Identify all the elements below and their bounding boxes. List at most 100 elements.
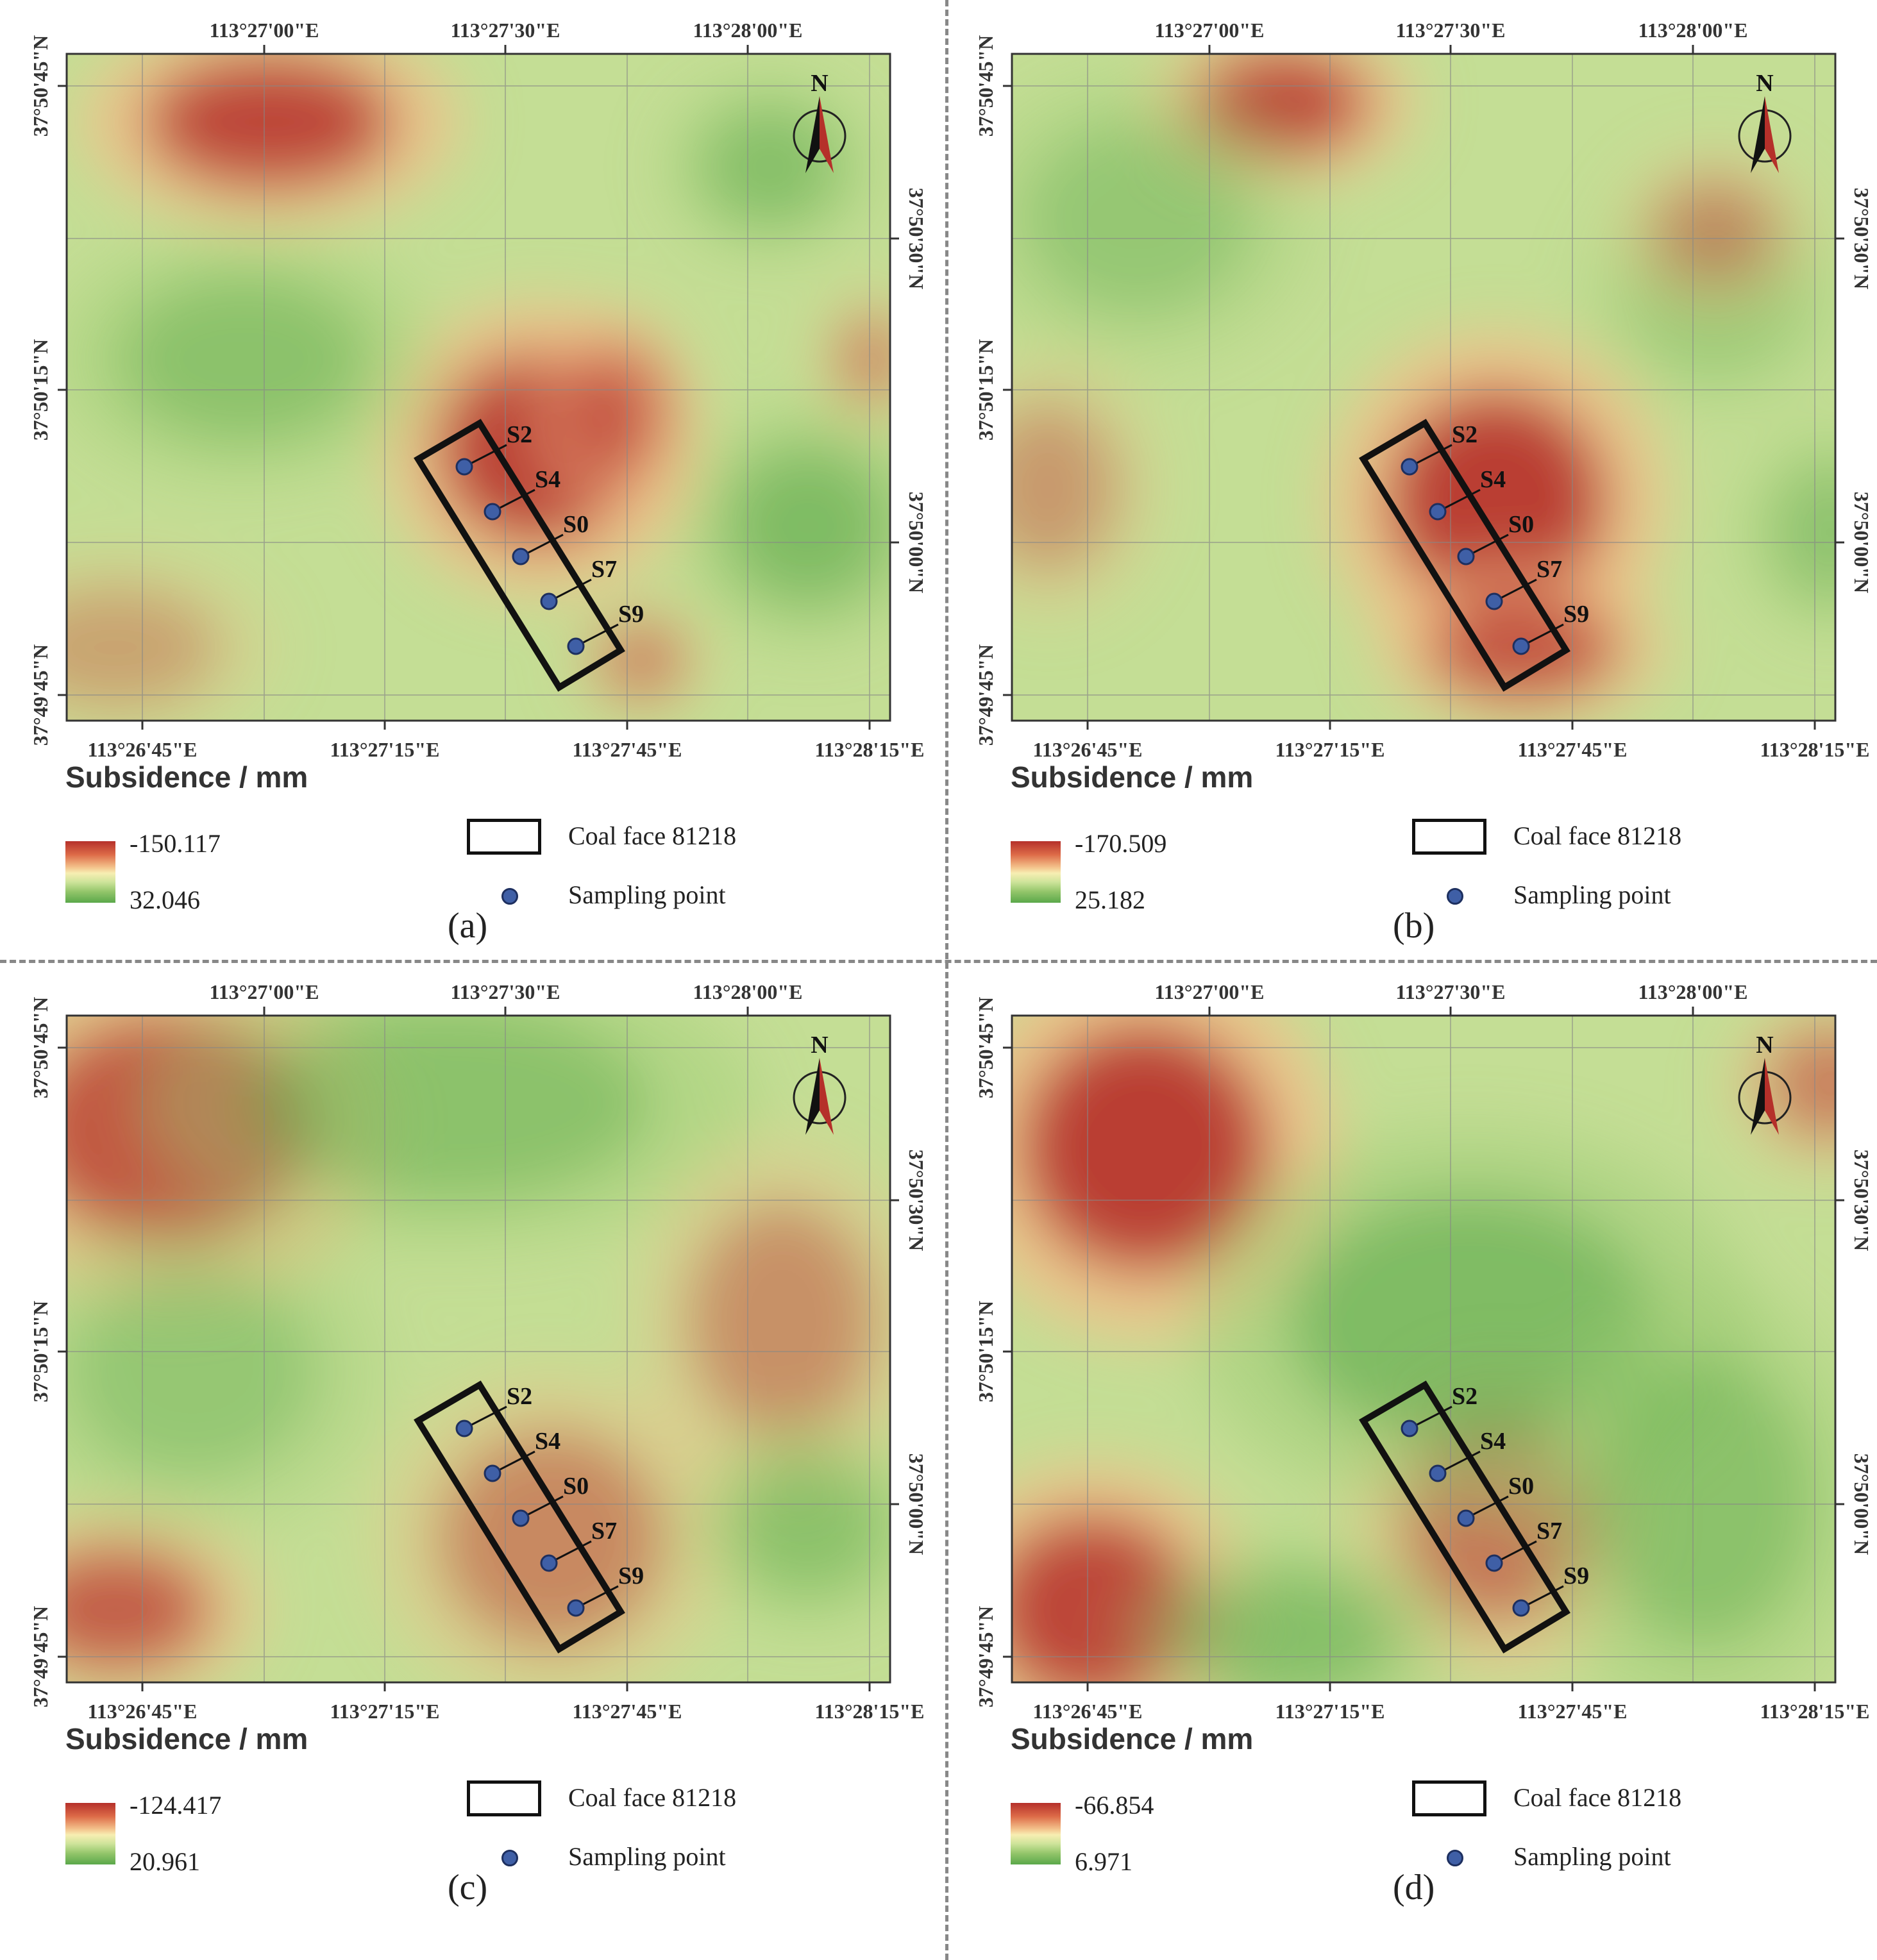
longitude-label: 113°26'45"E xyxy=(1032,1700,1142,1718)
coal-face-81218 xyxy=(414,419,625,692)
longitude-label: 113°26'45"E xyxy=(87,738,197,757)
legend-title: Subsidence / mm xyxy=(1011,760,1254,794)
sampling-point-label: S4 xyxy=(535,466,560,493)
sampling-point-label: S9 xyxy=(618,601,644,628)
coal-face-legend-symbol xyxy=(1412,819,1486,855)
raster-zone-core xyxy=(1186,1572,1397,1682)
panel-tag: (b) xyxy=(1393,906,1435,946)
sampling-point-legend-symbol xyxy=(1447,1850,1463,1866)
longitude-label: 113°28'15"E xyxy=(1760,1700,1869,1718)
sampling-point-legend-label: Sampling point xyxy=(568,880,726,909)
raster-zone-core xyxy=(562,343,669,478)
subsidence-map: 113°27'00"E 113°27'30"E 113°28'00"E 113°26'… xyxy=(974,19,1873,757)
longitude-label: 113°26'45"E xyxy=(1032,738,1142,757)
longitude-label: 113°28'00"E xyxy=(693,19,802,42)
latitude-label: 37°50'15"N xyxy=(974,1301,997,1403)
subsidence-raster xyxy=(67,54,890,721)
sampling-point-label: S4 xyxy=(535,1428,560,1455)
sampling-point-s0 xyxy=(512,548,530,565)
horizontal-separator xyxy=(0,960,1877,963)
raster-zone-core xyxy=(247,1016,651,1199)
raster-zone-core xyxy=(598,622,685,699)
latitude-label: 37°50'45"N xyxy=(29,997,52,1099)
longitude-label: 113°27'00"E xyxy=(1154,19,1264,42)
raster-zone-core xyxy=(726,449,890,603)
sampling-point-label: S7 xyxy=(591,556,617,583)
subsidence-map: 113°27'00"E 113°27'30"E 113°28'00"E 113°26'… xyxy=(29,980,928,1718)
subsidence-min-value: 20.961 xyxy=(130,1847,200,1876)
sampling-point-legend-symbol xyxy=(501,888,518,905)
longitude-label: 113°27'45"E xyxy=(1517,1700,1627,1718)
latitude-label: 37°50'00"N xyxy=(905,1453,928,1555)
coal-face-legend-symbol xyxy=(1412,1780,1486,1816)
subsidence-color-ramp xyxy=(1011,1803,1061,1864)
longitude-label: 113°27'15"E xyxy=(1275,1700,1385,1718)
longitude-label: 113°28'15"E xyxy=(1760,738,1869,757)
sampling-point-s9 xyxy=(1512,637,1530,655)
longitude-label: 113°27'30"E xyxy=(1395,19,1505,42)
sampling-point-label: S2 xyxy=(507,1383,532,1410)
sampling-point-s2 xyxy=(1401,458,1418,476)
coal-face-81218 xyxy=(414,1380,625,1654)
legend-title: Subsidence / mm xyxy=(1011,1722,1254,1755)
latitude-label: 37°50'30"N xyxy=(1850,1150,1873,1252)
coal-face-81218 xyxy=(1359,419,1570,692)
subsidence-color-ramp xyxy=(65,841,115,903)
north-label: N xyxy=(1756,1032,1773,1059)
longitude-label: 113°26'45"E xyxy=(87,1700,197,1718)
longitude-label: 113°27'15"E xyxy=(330,1700,439,1718)
sampling-point-legend-label: Sampling point xyxy=(1513,880,1671,909)
north-label: N xyxy=(1756,70,1773,97)
vertical-separator xyxy=(945,0,948,1960)
longitude-label: 113°27'30"E xyxy=(450,980,560,1003)
north-arrow: N xyxy=(793,1032,846,1135)
subsidence-max-value: -66.854 xyxy=(1075,1791,1154,1820)
north-label: N xyxy=(811,70,828,97)
latitude-label: 37°50'30"N xyxy=(905,1150,928,1252)
panel-tag: (d) xyxy=(1393,1868,1435,1907)
sampling-point-legend-symbol xyxy=(501,1850,518,1866)
raster-zone-core xyxy=(1763,1026,1835,1141)
longitude-label: 113°27'15"E xyxy=(1275,738,1385,757)
legend-title: Subsidence / mm xyxy=(65,1722,308,1755)
north-arrow: N xyxy=(1738,1032,1792,1135)
legend-title: Subsidence / mm xyxy=(65,760,308,794)
north-label: N xyxy=(811,1032,828,1059)
coal-face-legend-label: Coal face 81218 xyxy=(568,821,737,850)
panel-tag: (a) xyxy=(448,906,488,946)
sampling-point-label: S2 xyxy=(1452,421,1477,448)
raster-zone-core xyxy=(702,109,837,224)
longitude-label: 113°27'45"E xyxy=(572,1700,682,1718)
subsidence-max-value: -170.509 xyxy=(1075,829,1167,858)
raster-zone-core xyxy=(838,315,890,403)
sampling-point-label: S4 xyxy=(1480,1428,1506,1455)
raster-zone-core xyxy=(67,1266,317,1478)
latitude-label: 37°50'15"N xyxy=(974,339,997,441)
sampling-point-s4 xyxy=(1429,1464,1447,1482)
north-arrow-left-blade xyxy=(805,1058,820,1135)
north-arrow-right-blade xyxy=(820,1058,834,1135)
raster-zone-core xyxy=(731,1459,885,1593)
map-frame xyxy=(65,1014,891,1684)
sampling-point-label: S9 xyxy=(1563,1562,1589,1589)
graticule xyxy=(67,54,890,721)
sampling-point-s7 xyxy=(1485,592,1503,610)
raster-zone-core xyxy=(1652,178,1778,284)
north-arrow: N xyxy=(1738,70,1792,173)
longitude-label: 113°27'30"E xyxy=(450,19,560,42)
sampling-point-s4 xyxy=(484,503,501,521)
raster-zone-core xyxy=(119,277,369,441)
latitude-label: 37°49'45"N xyxy=(974,1606,997,1708)
raster-zone-core xyxy=(1772,465,1835,599)
map-frame xyxy=(1011,53,1837,722)
graticule xyxy=(1012,54,1835,721)
map-panel-1: 113°27'00"E 113°27'30"E 113°28'00"E 113°26'… xyxy=(0,0,938,980)
sampling-point-s0 xyxy=(1457,1509,1475,1527)
graticule xyxy=(1012,1016,1835,1682)
map-panel-3: 113°27'00"E 113°27'30"E 113°28'00"E 113°26'… xyxy=(0,962,938,1941)
coal-face-legend-label: Coal face 81218 xyxy=(1513,821,1682,850)
sampling-point-label: S9 xyxy=(1563,601,1589,628)
latitude-label: 37°50'45"N xyxy=(974,35,997,137)
longitude-label: 113°28'00"E xyxy=(1638,19,1747,42)
subsidence-raster xyxy=(1012,1016,1835,1682)
